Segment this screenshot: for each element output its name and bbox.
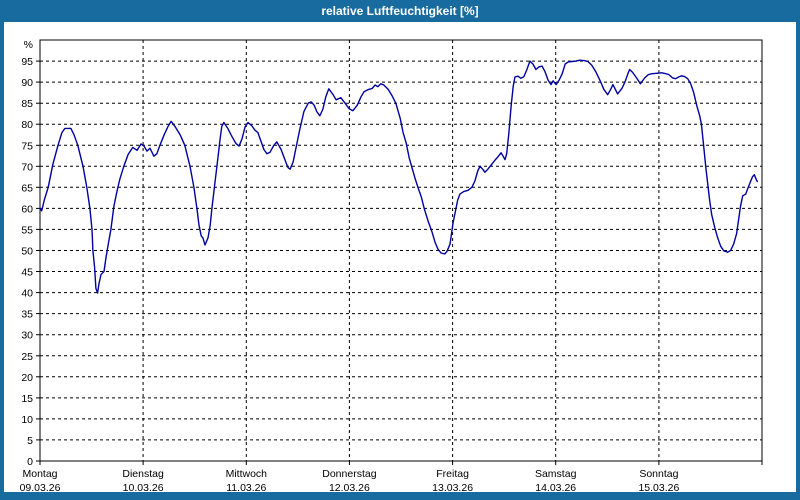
- y-axis-unit-label: %: [24, 39, 33, 51]
- y-tick-label: 85: [21, 98, 33, 110]
- y-tick-label: 55: [21, 224, 33, 236]
- y-tick-label: 30: [21, 330, 33, 342]
- y-tick-label: 25: [21, 351, 33, 363]
- day-name-label: Montag: [22, 468, 57, 480]
- y-tick-label: 5: [27, 435, 33, 447]
- day-date-label: 11.03.26: [226, 482, 266, 494]
- y-tick-label: 35: [21, 309, 33, 321]
- y-tick-label: 45: [21, 267, 33, 279]
- day-date-label: 13.03.26: [432, 482, 473, 494]
- y-tick-label: 20: [21, 372, 33, 384]
- day-name-label: Samstag: [535, 468, 577, 480]
- y-tick-label: 50: [21, 246, 33, 258]
- y-tick-label: 75: [21, 140, 33, 152]
- day-name-label: Dienstag: [122, 468, 164, 480]
- y-tick-label: 65: [21, 182, 33, 194]
- y-tick-label: 90: [21, 77, 33, 89]
- y-tick-label: 0: [27, 456, 33, 468]
- day-name-label: Freitag: [436, 468, 469, 480]
- y-tick-label: 80: [21, 119, 33, 131]
- title-bar: relative Luftfeuchtigkeit [%]: [0, 0, 800, 22]
- day-name-label: Sonntag: [639, 468, 678, 480]
- humidity-line: [39, 59, 758, 294]
- day-name-label: Donnerstag: [322, 468, 376, 480]
- plot-border: [39, 39, 763, 462]
- y-tick-label: 60: [21, 203, 33, 215]
- page-title: relative Luftfeuchtigkeit [%]: [321, 4, 479, 18]
- y-tick-label: 40: [21, 288, 33, 300]
- day-date-label: 09.03.26: [20, 482, 61, 494]
- y-tick-label: 95: [21, 56, 33, 68]
- chart-panel: [4, 22, 796, 492]
- y-tick-label: 10: [21, 414, 33, 426]
- day-date-label: 14.03.26: [535, 482, 576, 494]
- day-date-label: 15.03.26: [638, 482, 679, 494]
- y-tick-label: 15: [21, 393, 33, 405]
- day-date-label: 12.03.26: [329, 482, 370, 494]
- day-name-label: Mittwoch: [226, 468, 268, 480]
- day-date-label: 10.03.26: [123, 482, 164, 494]
- y-tick-label: 70: [21, 161, 33, 173]
